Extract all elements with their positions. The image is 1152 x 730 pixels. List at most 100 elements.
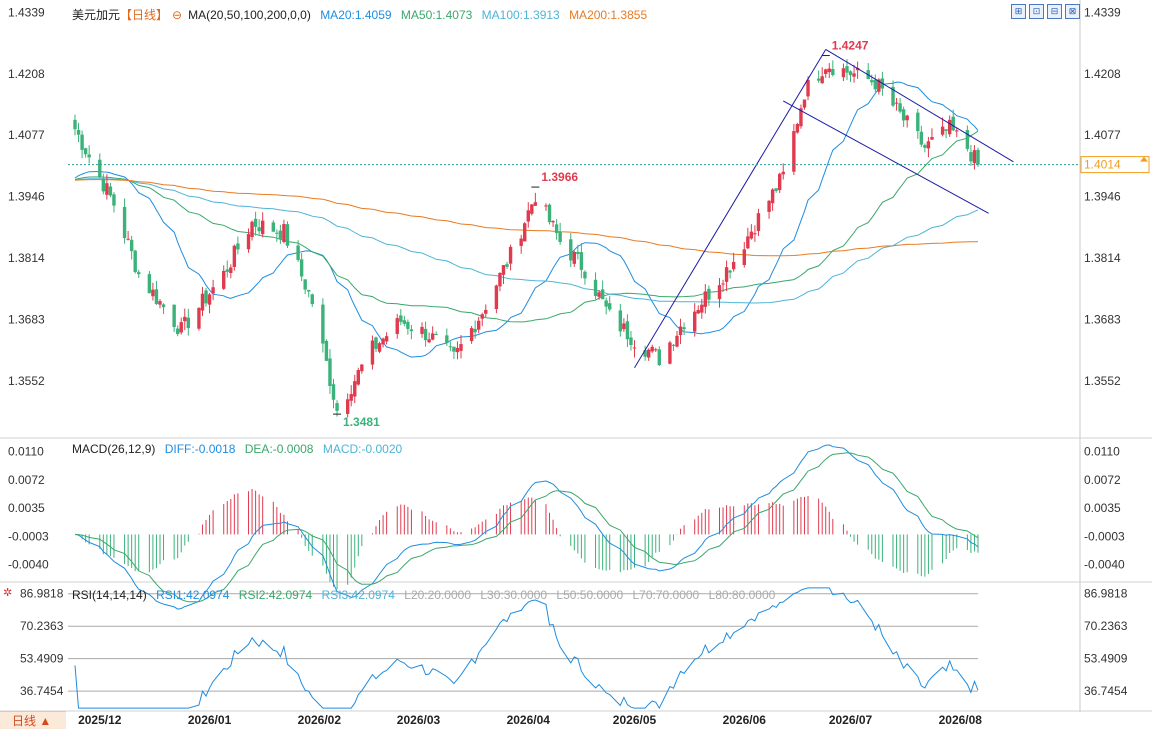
ma200-line (74, 179, 979, 257)
macd-y-tick: 0.0072 (8, 473, 45, 487)
candle-body (724, 267, 729, 282)
ma100-line (74, 178, 979, 304)
gear-icon[interactable]: ✲ (3, 587, 13, 599)
candle-body (749, 231, 754, 239)
ma20-line (74, 81, 979, 358)
candle-body (947, 119, 952, 135)
y-tick-label: 1.3946 (8, 189, 45, 203)
candle-body (101, 178, 106, 192)
candle-body (225, 269, 229, 272)
candle-body (519, 238, 523, 246)
candle-body (381, 338, 385, 345)
candle-body (533, 202, 538, 206)
candle-body (792, 131, 796, 172)
candle-body (204, 290, 208, 304)
candle-body (625, 321, 630, 340)
macd-title[interactable]: MACD(26,12,9) (72, 442, 156, 456)
candle-body (271, 222, 276, 232)
candle-body (76, 129, 81, 135)
rsi2-label: RSI2:42.0974 (238, 588, 313, 602)
x-tick-label: 2026/05 (613, 713, 657, 727)
candle-body (324, 340, 329, 361)
macd-legend: MACD(26,12,9) DIFF:-0.0018 DEA:-0.0008 M… (72, 442, 408, 456)
main-legend: 美元加元【日线】 ⊖ MA(20,50,100,200,0,0) MA20:1.40… (72, 6, 653, 23)
candle-body (721, 283, 725, 285)
candle-body (448, 346, 453, 348)
macd-y-tick: -0.0003 (8, 530, 49, 544)
candle-body (682, 327, 686, 330)
crosshair-icon[interactable]: ⊞ (1011, 4, 1026, 19)
candle-body (905, 115, 909, 121)
candle-body (707, 288, 711, 300)
candle-body (728, 270, 732, 273)
candle-body (151, 289, 155, 297)
candle-body (307, 289, 311, 292)
candle-body (469, 328, 474, 342)
candle-body (824, 69, 828, 74)
candle-body (179, 322, 183, 333)
candle-body (742, 249, 746, 266)
y-tick-label: 1.4339 (8, 5, 45, 19)
y-tick-label: 1.4339 (1084, 5, 1121, 19)
current-price-label: 1.4014 (1084, 158, 1121, 172)
candle-body (965, 130, 970, 149)
candle-body (186, 317, 191, 329)
candle-body (597, 292, 601, 297)
candle-body (296, 245, 300, 260)
y-tick-label: 1.3683 (8, 313, 45, 327)
trend-line (634, 49, 827, 369)
candle-body (675, 335, 679, 347)
candle-body (345, 399, 350, 414)
y-tick-label: 1.3946 (1084, 189, 1121, 203)
candle-body (891, 86, 895, 106)
annotation-label: 1.3966 (541, 170, 578, 184)
chart-toolbar: ⊞ ⊡ ⊟ ⊠ (1011, 4, 1080, 19)
candle-body (384, 336, 389, 342)
macd-y-tick: -0.0003 (1084, 530, 1125, 544)
candle-body (976, 149, 980, 165)
macd-dea-label: DEA:-0.0008 (244, 442, 314, 456)
candle-body (335, 403, 339, 411)
candle-body (409, 329, 414, 332)
x-tick-label: 2026/04 (507, 713, 551, 727)
rsi-title[interactable]: RSI(14,14,14) (72, 588, 147, 602)
candle-body (643, 350, 647, 357)
candle-body (420, 326, 424, 334)
candle-body (777, 173, 782, 191)
y-tick-label: 1.4208 (1084, 67, 1121, 81)
candle-body (200, 293, 205, 311)
current-price-box (1080, 156, 1150, 174)
candle-body (657, 349, 661, 366)
macd-y-tick: -0.0040 (8, 558, 49, 572)
y-tick-label: 1.3814 (1084, 251, 1121, 265)
candle-body (650, 346, 654, 352)
candle-body (356, 370, 360, 385)
candle-body (923, 145, 927, 148)
candle-body (360, 364, 364, 372)
minus-icon[interactable]: ⊖ (172, 8, 183, 22)
candle-body (894, 102, 899, 104)
candle-body (845, 66, 849, 73)
period-label[interactable]: 【日线】 (120, 8, 169, 22)
fullscreen-icon[interactable]: ⊠ (1065, 4, 1080, 19)
candle-body (406, 321, 410, 329)
zoom-out-icon[interactable]: ⊟ (1047, 4, 1062, 19)
candle-body (816, 78, 821, 81)
candle-body (211, 287, 215, 294)
candle-body (774, 188, 778, 191)
candle-body (455, 347, 460, 353)
trend-line (782, 100, 989, 214)
y-tick-label: 1.3683 (1084, 313, 1121, 327)
candle-body (282, 224, 286, 242)
candle-body (969, 152, 973, 162)
zoom-in-icon[interactable]: ⊡ (1029, 4, 1044, 19)
rsi-y-tick: 53.4909 (20, 652, 64, 666)
macd-y-tick: 0.0035 (8, 501, 45, 515)
period-tab[interactable]: 日线 ▲ (0, 711, 66, 729)
candle-body (523, 223, 527, 242)
candle-body (175, 328, 180, 335)
candle-body (781, 171, 785, 175)
l50-label: L50:50.0000 (556, 588, 624, 602)
ma-settings-label[interactable]: MA(20,50,100,200,0,0) (188, 8, 311, 22)
